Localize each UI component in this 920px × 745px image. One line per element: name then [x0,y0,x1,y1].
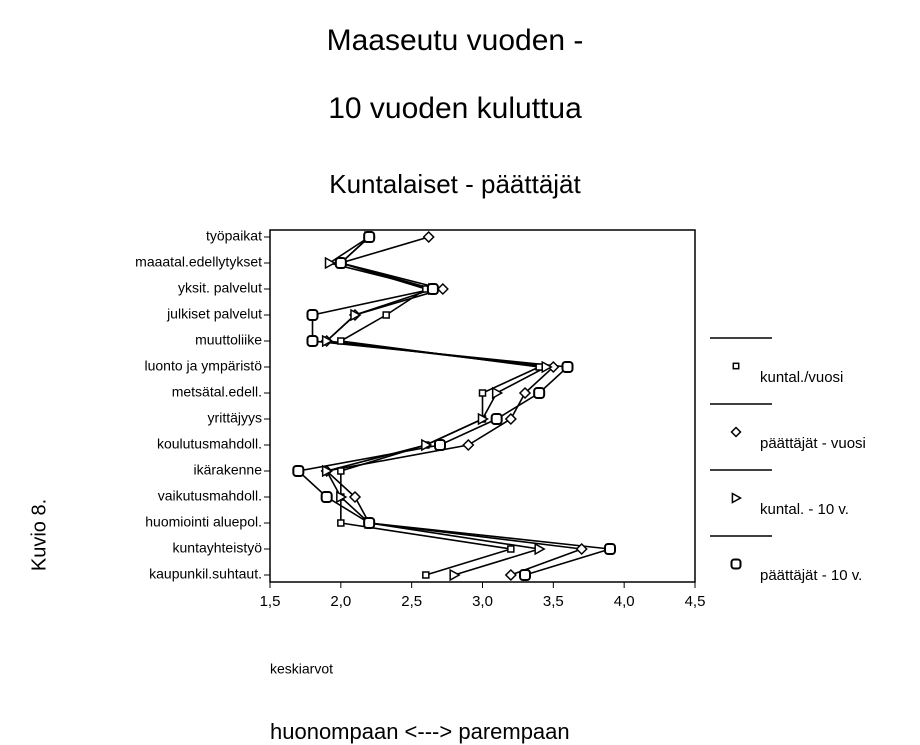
y-tick-label: koulutusmahdoll. [157,436,262,452]
marker [363,517,376,529]
marker [334,257,347,269]
marker [337,467,345,475]
y-tick-label: muuttoliike [195,332,262,348]
chart-title: Maaseutu vuoden - [327,24,584,57]
marker [426,283,439,295]
y-tick-label: yksit. palvelut [178,280,262,296]
marker [477,412,490,426]
marker [534,542,546,556]
y-tick-label: ikärakenne [194,462,263,478]
marker [518,386,532,400]
marker [547,360,560,374]
marker [730,558,742,570]
marker [575,542,588,556]
legend-label: päättäjät - 10 v. [760,567,862,584]
marker [732,362,740,370]
marker [306,335,319,347]
marker [321,464,334,478]
x-tick-label: 2,5 [401,593,422,610]
marker [491,386,504,400]
marker [292,465,305,477]
y-tick-label: luonto ja ympäristö [144,358,262,374]
marker [320,491,333,503]
x-tick-label: 2,0 [330,593,351,610]
x-tick-label: 3,5 [543,593,564,610]
marker [535,363,543,371]
legend-label: kuntal./vuosi [760,369,843,386]
chart-subtitle: Kuntalaiset - päättäjät [329,169,581,199]
marker [324,256,337,270]
series-line [296,236,611,576]
marker [504,412,517,426]
marker [449,568,461,582]
marker [422,230,435,244]
marker [533,387,546,399]
y-tick-label: yrittäjyys [208,410,262,426]
marker [434,439,446,451]
marker [337,519,345,527]
marker [363,231,376,243]
legend-label: kuntal. - 10 v. [760,501,849,518]
x-tick-label: 3,0 [472,593,493,610]
marker [336,490,348,504]
x-axis-label: keskiarvot [270,661,333,677]
marker [507,545,515,553]
annotation: huonompaan <---> parempaan [270,719,570,744]
marker [504,568,517,582]
x-tick-label: 1,5 [260,593,281,610]
marker [321,334,334,348]
side-label: Kuvio 8. [28,499,50,571]
marker [436,282,449,296]
x-tick-label: 4,0 [614,593,635,610]
marker [730,426,742,438]
marker [422,571,430,579]
marker [306,309,319,321]
marker [541,360,553,374]
marker [350,308,362,322]
y-tick-label: julkiset palvelut [166,306,262,322]
y-tick-label: kaupunkil.suhtaut. [149,566,262,582]
marker [421,438,433,452]
marker [348,490,362,504]
marker [561,361,574,373]
marker [519,569,531,581]
y-tick-label: maaatal.edellytykset [135,254,262,270]
legend-label: päättäjät - vuosi [760,435,866,452]
y-tick-label: huomiointi aluepol. [145,514,262,530]
marker [731,492,743,504]
y-tick-label: vaikutusmahdoll. [158,488,262,504]
marker [490,413,503,425]
x-tick-label: 4,5 [685,593,706,610]
marker [462,438,475,452]
marker [604,543,616,555]
y-tick-label: metsätal.edell. [172,384,262,400]
chart-title: 10 vuoden kuluttua [328,92,582,125]
y-tick-label: kuntayhteistyö [173,540,263,556]
y-tick-label: työpaikat [206,228,262,244]
marker [337,337,345,345]
marker [382,311,390,319]
marker [478,389,487,397]
